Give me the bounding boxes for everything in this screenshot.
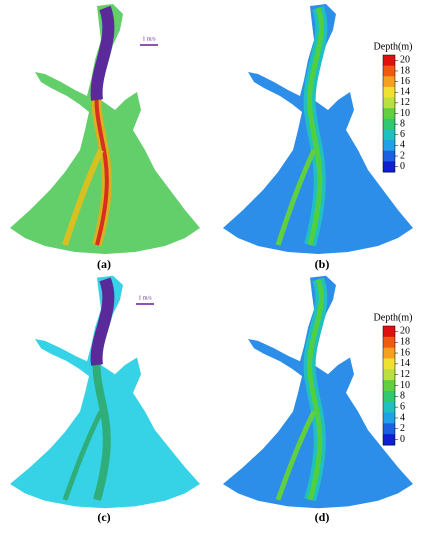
colorbar-segment <box>383 358 395 370</box>
colorbar-tick-label: 8 <box>400 118 405 129</box>
colorbar-tick-label: 6 <box>400 401 405 412</box>
colorbar-tick-label: 2 <box>400 423 405 434</box>
colorbar-segment <box>383 347 395 359</box>
colorbar-title: Depth(m) <box>374 312 413 323</box>
colorbar-tick-label: 14 <box>400 87 410 98</box>
panel-label: (b) <box>315 257 330 271</box>
colorbar-tick-label: 0 <box>400 161 405 172</box>
colorbar-tick-label: 18 <box>400 65 410 76</box>
colorbar-tick-label: 18 <box>400 337 410 348</box>
colorbar-tick-label: 16 <box>400 347 410 358</box>
scale-label: 1 m/s <box>138 295 152 301</box>
colorbar-segment <box>383 140 395 152</box>
colorbar-tick-label: 4 <box>400 140 405 151</box>
colorbar-tick-label: 6 <box>400 129 405 140</box>
colorbar-segment <box>383 76 395 88</box>
colorbar-tick-label: 2 <box>400 150 405 161</box>
colorbar-tick-label: 16 <box>400 76 410 87</box>
colorbar-segment <box>383 129 395 141</box>
panel-label: (c) <box>97 510 110 524</box>
colorbar-segment <box>383 86 395 99</box>
panel-label: (d) <box>315 510 330 524</box>
colorbar-segment <box>383 65 395 77</box>
colorbar-segment <box>383 423 395 435</box>
colorbar-segment <box>383 412 395 424</box>
colorbar-segment <box>383 55 395 67</box>
map-a <box>10 4 200 254</box>
panel-label: (a) <box>97 257 111 271</box>
colorbar-segment <box>383 380 395 392</box>
colorbar-segment <box>383 118 395 130</box>
colorbar-segment <box>383 97 395 109</box>
colorbar-segment <box>383 336 395 349</box>
map-c <box>10 276 200 509</box>
scale-label: 1 m/s <box>142 36 156 42</box>
colorbar-tick-label: 4 <box>400 412 405 423</box>
colorbar-tick-label: 12 <box>400 369 410 380</box>
colorbar-segment <box>383 108 395 120</box>
colorbar-tick-label: 8 <box>400 391 405 402</box>
colorbar-title: Depth(m) <box>374 41 413 52</box>
colorbar-segment <box>383 161 395 173</box>
colorbar-segment <box>383 434 395 446</box>
colorbar-segment <box>383 390 395 403</box>
colorbar-segment <box>383 150 395 162</box>
colorbar-tick-label: 10 <box>400 108 410 119</box>
colorbar-segment <box>383 326 395 338</box>
colorbar-tick-label: 0 <box>400 434 405 445</box>
colorbar-tick-label: 14 <box>400 358 410 369</box>
colorbar-tick-label: 12 <box>400 97 410 108</box>
colorbar-segment <box>383 401 395 414</box>
colorbar-tick-label: 20 <box>400 326 410 337</box>
colorbar-tick-label: 20 <box>400 55 410 66</box>
colorbar-segment <box>383 369 395 381</box>
colorbar-tick-label: 10 <box>400 380 410 391</box>
